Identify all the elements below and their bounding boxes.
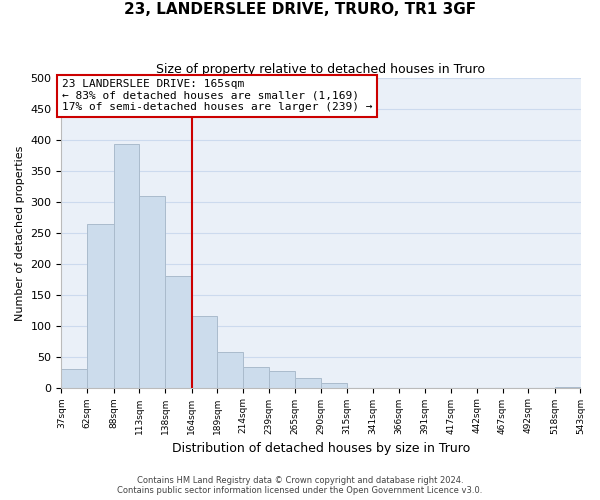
Bar bbox=[295, 378, 321, 388]
Bar bbox=[139, 196, 165, 388]
Bar bbox=[114, 144, 139, 388]
Title: Size of property relative to detached houses in Truro: Size of property relative to detached ho… bbox=[157, 62, 485, 76]
Text: 23, LANDERSLEE DRIVE, TRURO, TR1 3GF: 23, LANDERSLEE DRIVE, TRURO, TR1 3GF bbox=[124, 2, 476, 18]
Bar bbox=[191, 316, 217, 388]
Bar bbox=[269, 372, 295, 388]
Bar bbox=[61, 369, 87, 388]
Text: 23 LANDERSLEE DRIVE: 165sqm
← 83% of detached houses are smaller (1,169)
17% of : 23 LANDERSLEE DRIVE: 165sqm ← 83% of det… bbox=[62, 80, 373, 112]
Bar bbox=[87, 224, 114, 388]
Bar bbox=[165, 276, 191, 388]
Bar bbox=[555, 387, 580, 388]
Bar bbox=[321, 383, 347, 388]
Bar bbox=[243, 367, 269, 388]
Y-axis label: Number of detached properties: Number of detached properties bbox=[15, 145, 25, 320]
Bar bbox=[217, 352, 243, 388]
X-axis label: Distribution of detached houses by size in Truro: Distribution of detached houses by size … bbox=[172, 442, 470, 455]
Text: Contains HM Land Registry data © Crown copyright and database right 2024.
Contai: Contains HM Land Registry data © Crown c… bbox=[118, 476, 482, 495]
